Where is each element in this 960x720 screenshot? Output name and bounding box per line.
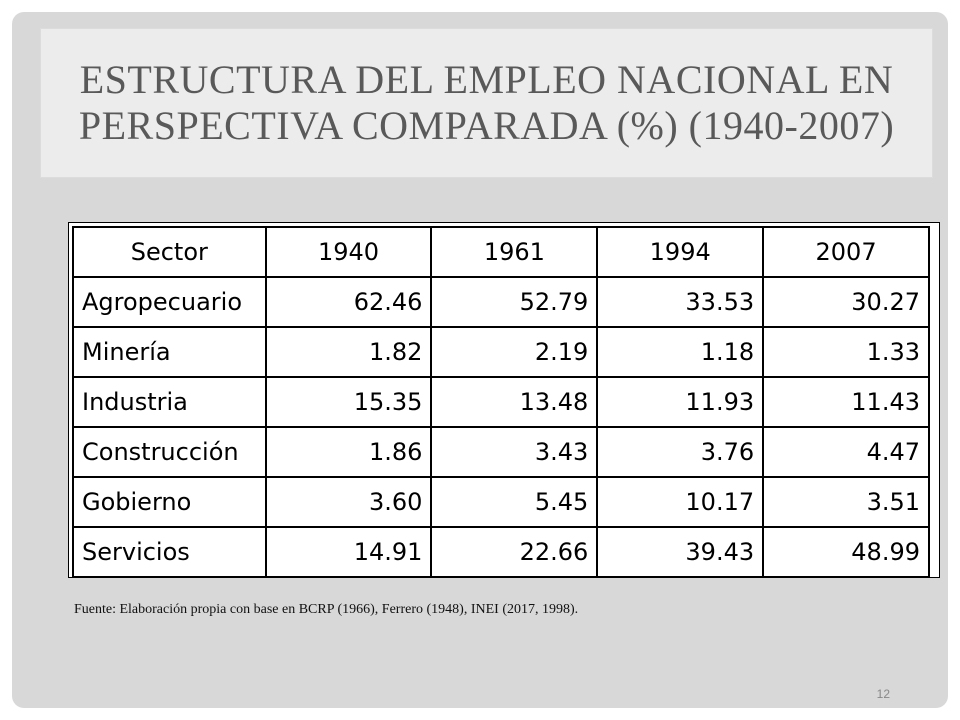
value-cell: 11.43 (762, 376, 930, 428)
value-cell: 39.43 (596, 526, 765, 578)
sector-cell: Industria (72, 376, 267, 428)
value-cell: 15.35 (264, 376, 433, 428)
slide-title: ESTRUCTURA DEL EMPLEO NACIONAL EN PERSPE… (78, 57, 895, 148)
table-row: Construcción 1.86 3.43 3.76 4.47 (72, 426, 930, 478)
value-cell: 1.82 (264, 326, 433, 378)
value-cell: 52.79 (430, 276, 599, 328)
value-cell: 33.53 (596, 276, 765, 328)
employment-table: Sector 1940 1961 1994 2007 Agropecuario … (72, 226, 930, 578)
table-row: Industria 15.35 13.48 11.93 11.43 (72, 376, 930, 428)
table-header-row: Sector 1940 1961 1994 2007 (72, 226, 930, 278)
value-cell: 62.46 (264, 276, 433, 328)
value-cell: 2.19 (430, 326, 599, 378)
value-cell: 1.33 (762, 326, 930, 378)
sector-cell: Agropecuario (72, 276, 267, 328)
value-cell: 11.93 (596, 376, 765, 428)
value-cell: 10.17 (596, 476, 765, 528)
value-cell: 3.43 (430, 426, 599, 478)
value-cell: 13.48 (430, 376, 599, 428)
header-1940: 1940 (264, 226, 433, 278)
value-cell: 4.47 (762, 426, 930, 478)
table-row: Agropecuario 62.46 52.79 33.53 30.27 (72, 276, 930, 328)
value-cell: 1.86 (264, 426, 433, 478)
header-1994: 1994 (596, 226, 765, 278)
value-cell: 22.66 (430, 526, 599, 578)
sector-cell: Minería (72, 326, 267, 378)
value-cell: 48.99 (762, 526, 930, 578)
value-cell: 30.27 (762, 276, 930, 328)
value-cell: 3.51 (762, 476, 930, 528)
value-cell: 3.76 (596, 426, 765, 478)
source-note: Fuente: Elaboración propia con base en B… (74, 602, 579, 617)
value-cell: 1.18 (596, 326, 765, 378)
sector-cell: Servicios (72, 526, 267, 578)
value-cell: 5.45 (430, 476, 599, 528)
sector-cell: Gobierno (72, 476, 267, 528)
value-cell: 14.91 (264, 526, 433, 578)
header-1961: 1961 (430, 226, 599, 278)
table-container: Sector 1940 1961 1994 2007 Agropecuario … (68, 222, 940, 578)
title-box: ESTRUCTURA DEL EMPLEO NACIONAL EN PERSPE… (40, 28, 933, 178)
header-sector: Sector (72, 226, 267, 278)
value-cell: 3.60 (264, 476, 433, 528)
header-2007: 2007 (762, 226, 930, 278)
table-row: Servicios 14.91 22.66 39.43 48.99 (72, 526, 930, 578)
table-row: Gobierno 3.60 5.45 10.17 3.51 (72, 476, 930, 528)
slide: ESTRUCTURA DEL EMPLEO NACIONAL EN PERSPE… (12, 12, 948, 708)
table-row: Minería 1.82 2.19 1.18 1.33 (72, 326, 930, 378)
page-number: 12 (876, 687, 890, 701)
sector-cell: Construcción (72, 426, 267, 478)
